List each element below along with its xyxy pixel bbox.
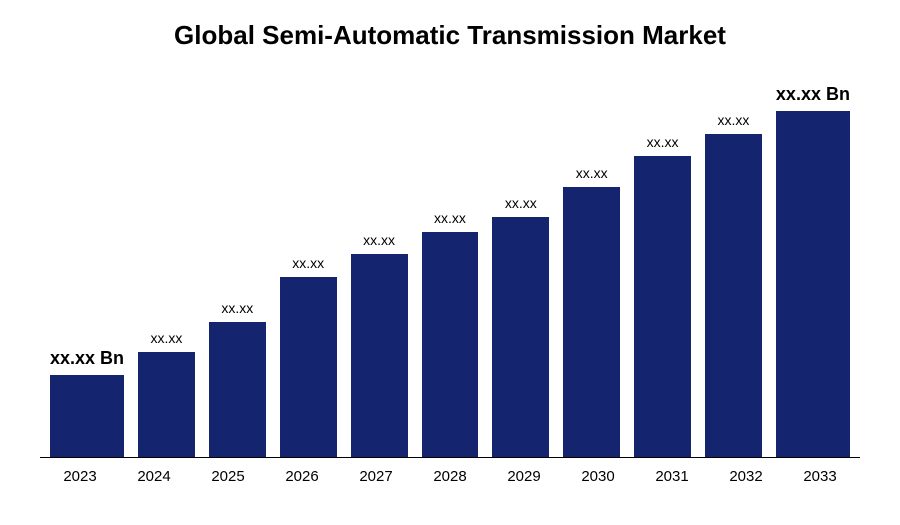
bar-value-label: xx.xx — [718, 112, 750, 128]
bar-group: xx.xx — [280, 81, 337, 458]
bar-value-label: xx.xx — [221, 300, 253, 316]
x-tick-label: 2031 — [642, 468, 702, 485]
x-tick-label: 2028 — [420, 468, 480, 485]
bar-value-label: xx.xx — [434, 210, 466, 226]
plot-area: xx.xx Bn xx.xx xx.xx xx.xx xx.xx xx.xx x… — [40, 81, 860, 458]
bar-value-label: xx.xx — [292, 255, 324, 271]
bar — [705, 134, 762, 458]
bar-group: xx.xx — [138, 81, 195, 458]
x-tick-label: 2030 — [568, 468, 628, 485]
bar-group: xx.xx — [563, 81, 620, 458]
x-tick-label: 2023 — [50, 468, 110, 485]
bar-value-label: xx.xx Bn — [50, 348, 124, 369]
bar-value-label: xx.xx Bn — [776, 84, 850, 105]
bar-group: xx.xx Bn — [776, 81, 850, 458]
x-axis: 2023 2024 2025 2026 2027 2028 2029 2030 … — [40, 458, 860, 485]
x-tick-label: 2033 — [790, 468, 850, 485]
bar — [351, 254, 408, 458]
bar — [50, 375, 124, 458]
bar — [280, 277, 337, 458]
x-tick-label: 2029 — [494, 468, 554, 485]
bar-group: xx.xx — [492, 81, 549, 458]
bar — [563, 187, 620, 458]
bar — [492, 217, 549, 458]
bar-value-label: xx.xx — [505, 195, 537, 211]
bar-group: xx.xx — [209, 81, 266, 458]
bar — [422, 232, 479, 458]
bar-group: xx.xx — [634, 81, 691, 458]
bar — [138, 352, 195, 458]
bar-value-label: xx.xx — [576, 165, 608, 181]
bar — [776, 111, 850, 458]
x-axis-line — [40, 457, 860, 458]
bar — [634, 156, 691, 458]
chart-container: Global Semi-Automatic Transmission Marke… — [0, 0, 900, 525]
bar-group: xx.xx — [422, 81, 479, 458]
bar-value-label: xx.xx — [151, 330, 183, 346]
x-tick-label: 2025 — [198, 468, 258, 485]
x-tick-label: 2024 — [124, 468, 184, 485]
x-tick-label: 2027 — [346, 468, 406, 485]
bar-value-label: xx.xx — [647, 134, 679, 150]
bar-group: xx.xx Bn — [50, 81, 124, 458]
bar-group: xx.xx — [705, 81, 762, 458]
bar-value-label: xx.xx — [363, 232, 395, 248]
chart-title: Global Semi-Automatic Transmission Marke… — [40, 20, 860, 51]
bar-group: xx.xx — [351, 81, 408, 458]
x-tick-label: 2032 — [716, 468, 776, 485]
bar — [209, 322, 266, 458]
x-tick-label: 2026 — [272, 468, 332, 485]
